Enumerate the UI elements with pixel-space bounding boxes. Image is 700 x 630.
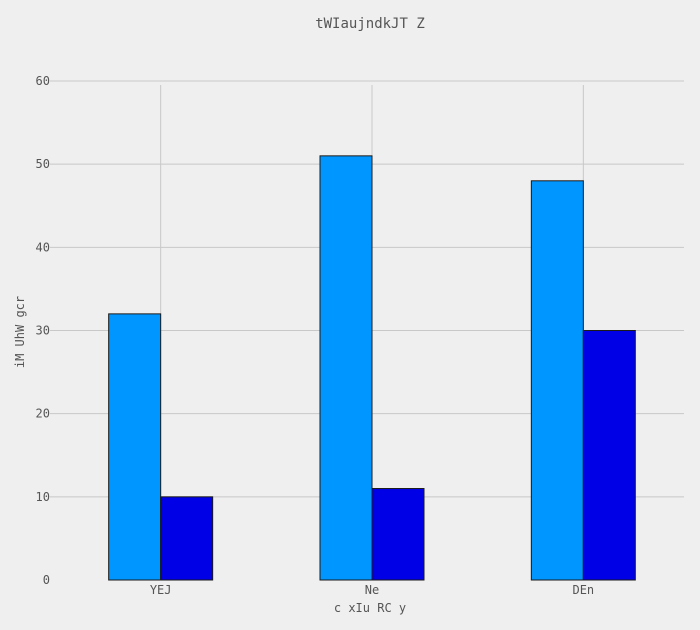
y-axis-label: iM UhW gcr — [13, 296, 27, 368]
y-tick-label: 20 — [36, 407, 50, 421]
x-tick-label: Ne — [365, 583, 379, 597]
y-tick-label: 10 — [36, 490, 50, 504]
x-tick-label: YEJ — [150, 583, 172, 597]
x-axis-label: c xIu RC y — [334, 601, 406, 615]
chart-title: tWIaujndkJT Z — [315, 16, 425, 32]
y-tick-label: 0 — [43, 573, 50, 587]
x-tick-label: DEn — [572, 583, 594, 597]
bar-series-1-ne — [319, 155, 373, 581]
x-tick-labels: YEJ Ne DEn — [150, 583, 594, 597]
y-tick-labels: 0 10 20 30 40 50 60 — [36, 74, 50, 587]
y-tick-label: 40 — [36, 240, 50, 254]
bar-series-2-yej — [160, 496, 214, 581]
bar-series-1-yej — [108, 313, 162, 581]
y-tick-label: 60 — [36, 74, 50, 88]
y-tick-label: 50 — [36, 157, 50, 171]
y-tick-label: 30 — [36, 324, 50, 338]
bar-series-1-den — [530, 180, 584, 581]
bar-series-2-den — [582, 330, 636, 581]
bar-series-2-ne — [371, 488, 425, 581]
bars — [108, 155, 636, 581]
